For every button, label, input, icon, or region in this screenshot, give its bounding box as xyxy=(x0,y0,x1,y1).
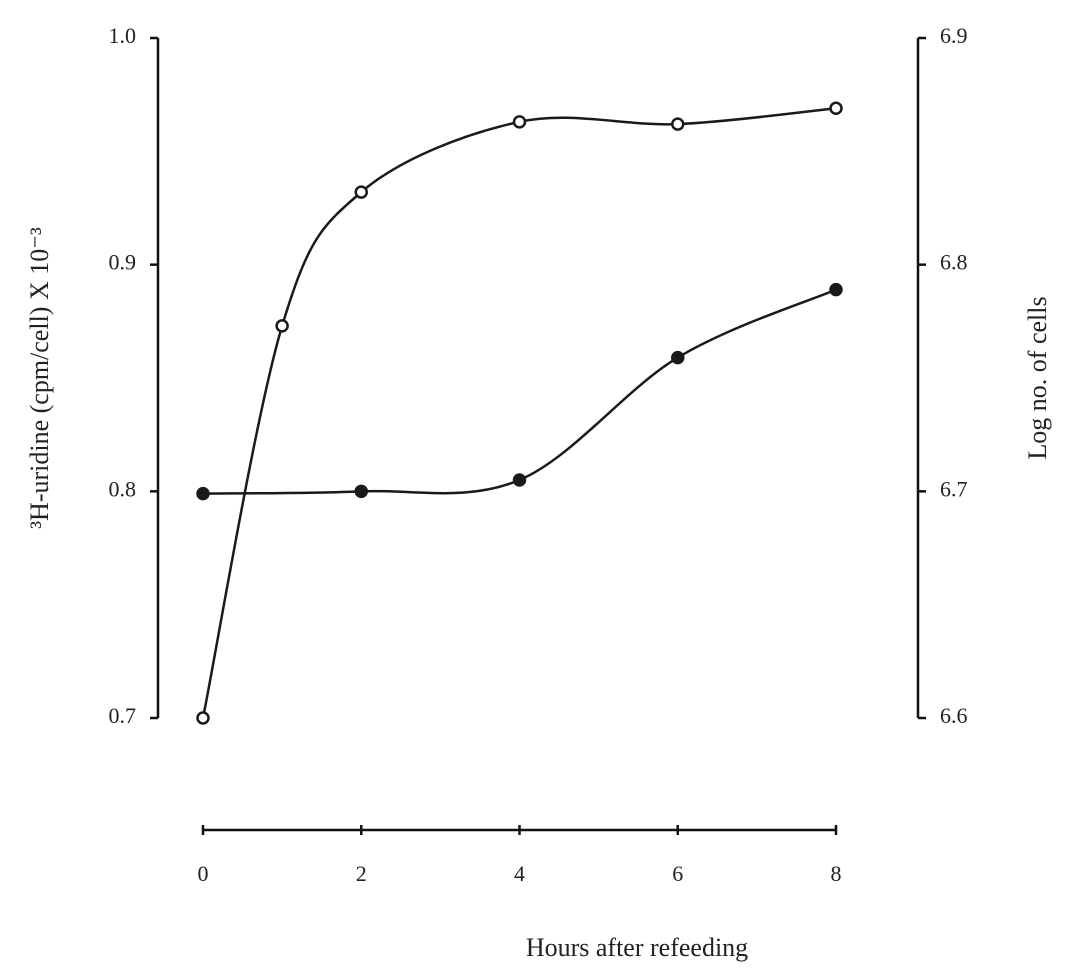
data-point xyxy=(671,117,685,131)
y2-tick-label: 6.8 xyxy=(940,250,968,275)
x-tick-label: 2 xyxy=(356,861,367,886)
series-line xyxy=(202,288,837,495)
data-point xyxy=(196,711,210,725)
data-point xyxy=(512,473,527,487)
y2-axis-label: Log no. of cells xyxy=(1023,296,1052,459)
data-point xyxy=(829,101,843,116)
data-point xyxy=(196,486,210,501)
y2-tick-label: 6.6 xyxy=(940,703,968,728)
data-point xyxy=(512,115,527,129)
data-point xyxy=(354,484,368,499)
x-tick-label: 4 xyxy=(514,861,525,886)
y-tick-label: 0.7 xyxy=(109,703,137,728)
y-tick-label: 0.8 xyxy=(109,476,137,501)
data-point xyxy=(671,350,685,365)
y-tick-label: 0.9 xyxy=(109,250,137,275)
data-point xyxy=(354,185,368,199)
data-point xyxy=(829,282,843,297)
x-tick-label: 0 xyxy=(198,861,209,886)
y-tick-label: 1.0 xyxy=(109,23,137,48)
x-tick-label: 8 xyxy=(831,861,842,886)
data-point xyxy=(275,319,289,333)
x-axis-label: Hours after refeeding xyxy=(526,933,748,962)
y2-tick-label: 6.9 xyxy=(940,23,968,48)
series-line xyxy=(201,107,837,719)
y-axis-label: ³H-uridine (cpm/cell) X 10⁻³ xyxy=(25,227,54,529)
y2-tick-label: 6.7 xyxy=(940,476,968,501)
x-tick-label: 6 xyxy=(672,861,683,886)
